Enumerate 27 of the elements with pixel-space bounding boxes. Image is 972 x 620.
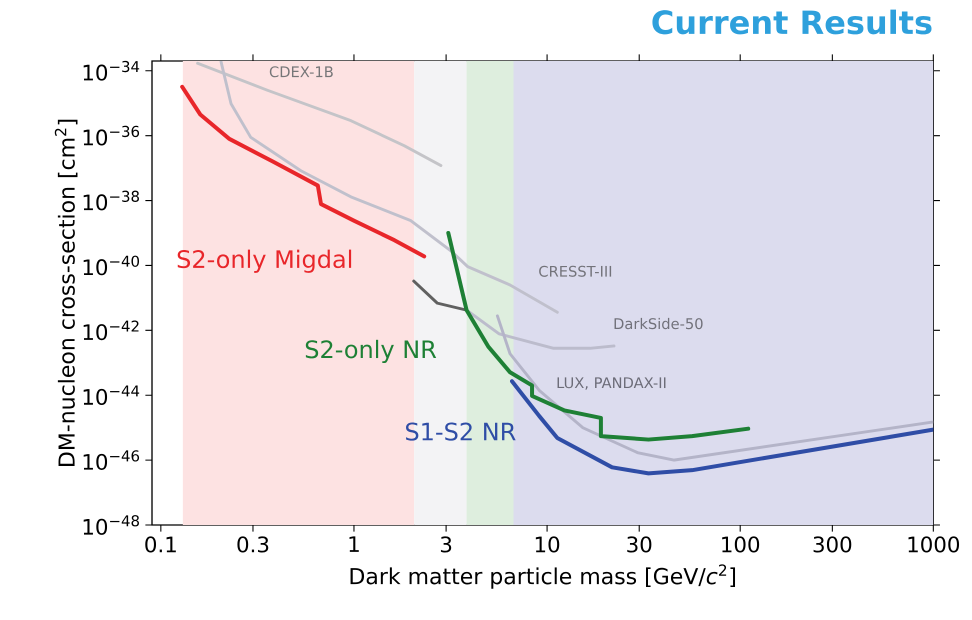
y-tick-label: 10$^{−40}$	[84, 256, 140, 276]
y-tick-label: 10$^{−48}$	[84, 515, 139, 535]
y-tick-label: 10$^{−42}$	[84, 320, 139, 340]
series-label: S2-only Migdal	[178, 250, 352, 273]
series-label: S1-S2 NR	[406, 422, 516, 441]
y-tick-label: 10$^{−34}$	[84, 60, 140, 81]
y-axis-title: DM-nucleon cross-section [cm$^{2}$]	[54, 120, 78, 466]
x-tick-label: 300	[814, 536, 852, 553]
x-tick-label: 100	[722, 536, 760, 553]
y-tick-label: 10$^{−44}$	[84, 385, 140, 405]
x-tick-label: 3	[440, 536, 452, 553]
x-tick-label: 1	[350, 536, 359, 552]
x-tick-label: 1000	[908, 536, 960, 553]
series-label: S2-only NR	[306, 340, 436, 364]
y-tick-label: 10$^{−46}$	[84, 450, 140, 470]
x-tick-label: 0.1	[145, 536, 176, 553]
x-axis-title: Dark matter particle mass [GeV/c$^{2}$]	[350, 564, 736, 589]
x-tick-label: 30	[627, 536, 652, 553]
chart-title: Current Results	[652, 10, 932, 34]
y-tick-label: 10$^{−38}$	[84, 190, 139, 210]
series-label: CRESST-III	[539, 266, 612, 277]
series-label: CDEX-1B	[270, 66, 333, 78]
y-tick-label: 10$^{−36}$	[84, 126, 140, 146]
series-label: DarkSide-50	[614, 318, 703, 330]
series-label: LUX, PANDAX-II	[558, 377, 666, 390]
x-tick-label: 10	[536, 536, 560, 553]
x-tick-label: 0.3	[237, 536, 268, 553]
